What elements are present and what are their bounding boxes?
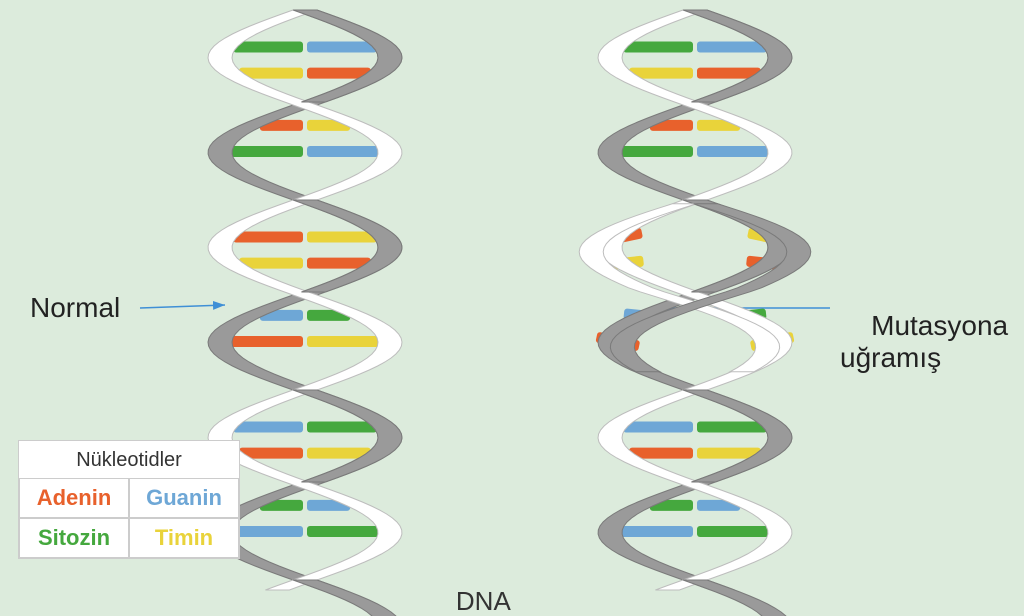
arrow-normal [140, 305, 225, 308]
legend-title: Nükleotidler [19, 440, 239, 479]
base-left [228, 336, 303, 347]
base-left [623, 42, 693, 53]
base-left [233, 422, 303, 433]
backbone-gray [598, 10, 792, 590]
dna-title: DNA çift sarmalı [435, 550, 532, 616]
base-left [228, 146, 303, 157]
diagram-stage: Normal Mutasyona uğramış DNA çift sarmal… [0, 0, 1024, 616]
base-left [618, 526, 693, 537]
backbone-gray-front [683, 580, 792, 616]
base-right [307, 146, 382, 157]
base-right [697, 146, 772, 157]
base-right [307, 422, 377, 433]
backbone-gray-front [293, 10, 402, 102]
base-right [697, 526, 772, 537]
helix-mutated [579, 10, 811, 616]
base-right [307, 42, 377, 53]
base-right [307, 232, 377, 243]
label-normal: Normal [30, 292, 120, 324]
legend-cell-timin: Timin [129, 518, 239, 558]
base-left [233, 232, 303, 243]
base-right [307, 526, 382, 537]
backbone-gray-front [683, 390, 792, 482]
legend-box: Nükleotidler Adenin Guanin Sitozin Timin [18, 440, 240, 559]
base-right [307, 336, 382, 347]
base-left [233, 42, 303, 53]
legend-cell-sitozin: Sitozin [19, 518, 129, 558]
legend-cell-adenin: Adenin [19, 478, 129, 518]
backbone-white [598, 10, 792, 590]
legend-cell-guanin: Guanin [129, 478, 239, 518]
backbone-gray-front [293, 580, 402, 616]
base-right [697, 42, 767, 53]
base-left [618, 146, 693, 157]
backbone-gray-front [683, 10, 792, 102]
base-right [697, 422, 767, 433]
backbone-gray-front [293, 390, 402, 482]
backbone-gray-front [293, 200, 402, 292]
label-mutated: Mutasyona uğramış [840, 278, 1008, 407]
label-mutated-line: Mutasyona uğramış [840, 310, 1008, 373]
base-left [623, 422, 693, 433]
dna-title-line1: DNA [435, 586, 532, 616]
